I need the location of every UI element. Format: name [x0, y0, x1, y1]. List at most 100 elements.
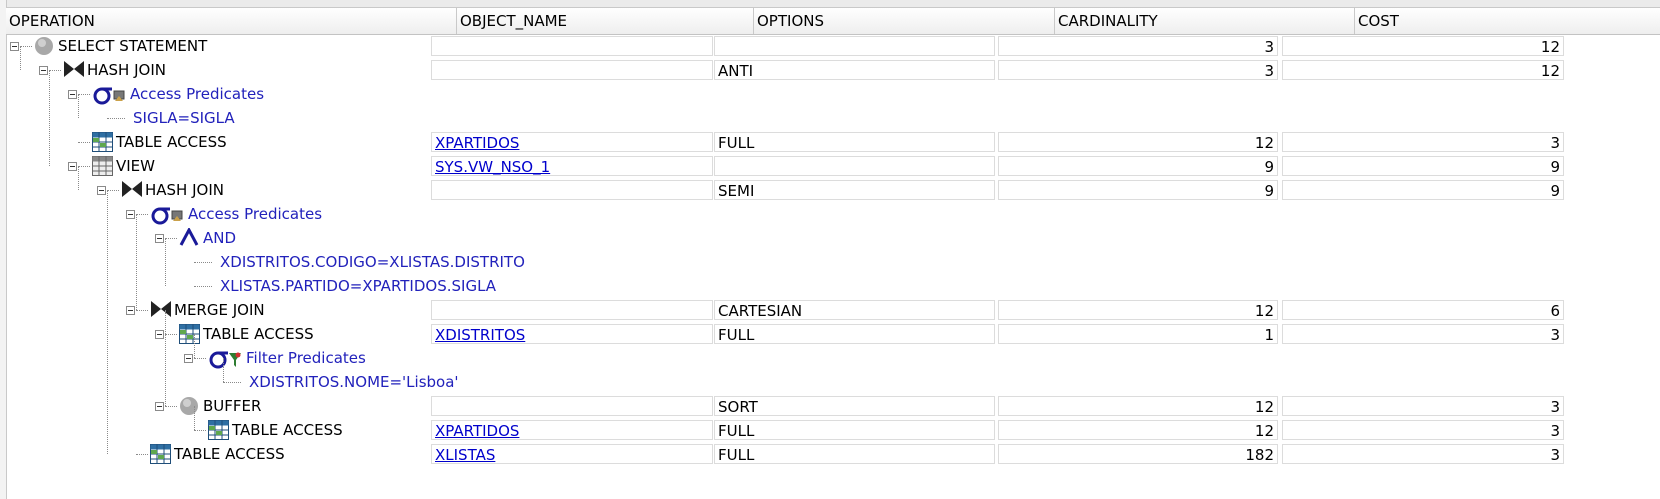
- header-object-name[interactable]: OBJECT_NAME: [457, 8, 754, 34]
- collapse-toggle-icon[interactable]: [155, 402, 164, 411]
- plan-row[interactable]: Access Predicates: [6, 202, 1660, 227]
- tree-connector: [136, 310, 148, 311]
- object-name-cell[interactable]: XLISTAS: [431, 444, 713, 464]
- collapse-toggle-icon[interactable]: [155, 330, 164, 339]
- plan-row[interactable]: TABLE ACCESS XPARTIDOS FULL 12 3: [6, 418, 1660, 443]
- plan-row[interactable]: XLISTAS.PARTIDO=XPARTIDOS.SIGLA: [6, 274, 1660, 299]
- cardinality-cell[interactable]: 1: [998, 324, 1278, 344]
- plan-row[interactable]: HASH JOIN ANTI 3 12: [6, 58, 1660, 83]
- cost-cell[interactable]: 12: [1282, 36, 1564, 56]
- operation-label: TABLE ACCESS: [116, 133, 227, 151]
- join-icon: [63, 60, 85, 82]
- cardinality-cell[interactable]: 12: [998, 396, 1278, 416]
- cardinality-cell[interactable]: 3: [998, 36, 1278, 56]
- cost-cell[interactable]: 3: [1282, 420, 1564, 440]
- cardinality-cell[interactable]: 12: [998, 300, 1278, 320]
- object-name-cell[interactable]: [431, 60, 713, 80]
- options-cell[interactable]: [714, 36, 995, 56]
- cost-cell[interactable]: 6: [1282, 300, 1564, 320]
- predicate-label: Access Predicates: [188, 205, 323, 223]
- tree-connector: [165, 238, 177, 239]
- cost-cell[interactable]: 3: [1282, 444, 1564, 464]
- plan-row[interactable]: TABLE ACCESS XLISTAS FULL 182 3: [6, 442, 1660, 467]
- object-link[interactable]: XPARTIDOS: [435, 134, 520, 152]
- collapse-toggle-icon[interactable]: [97, 186, 106, 195]
- header-cardinality[interactable]: CARDINALITY: [1055, 8, 1355, 34]
- cardinality-cell[interactable]: 9: [998, 180, 1278, 200]
- cardinality-cell[interactable]: 182: [998, 444, 1278, 464]
- object-name-cell[interactable]: XDISTRITOS: [431, 324, 713, 344]
- collapse-toggle-icon[interactable]: [126, 306, 135, 315]
- table-icon: [92, 132, 113, 156]
- cost-cell[interactable]: 3: [1282, 396, 1564, 416]
- tree-guide-line: [194, 334, 195, 358]
- table-icon: [150, 444, 171, 468]
- object-link[interactable]: SYS.VW_NSO_1: [435, 158, 551, 176]
- header-operation[interactable]: OPERATION: [6, 8, 457, 34]
- cardinality-cell[interactable]: 9: [998, 156, 1278, 176]
- options-cell[interactable]: ANTI: [714, 60, 995, 80]
- operation-circle-icon: [179, 396, 199, 420]
- options-cell[interactable]: [714, 156, 995, 176]
- tree-connector: [107, 190, 119, 191]
- object-name-cell[interactable]: SYS.VW_NSO_1: [431, 156, 713, 176]
- options-cell[interactable]: SEMI: [714, 180, 995, 200]
- left-edge: [0, 0, 7, 499]
- plan-row[interactable]: VIEW SYS.VW_NSO_1 9 9: [6, 154, 1660, 179]
- object-name-cell[interactable]: [431, 396, 713, 416]
- operation-label: MERGE JOIN: [174, 301, 265, 319]
- collapse-toggle-icon[interactable]: [68, 90, 77, 99]
- plan-row[interactable]: SELECT STATEMENT 3 12: [6, 34, 1660, 59]
- object-name-cell[interactable]: [431, 180, 713, 200]
- options-cell[interactable]: CARTESIAN: [714, 300, 995, 320]
- filter-funnel-icon: [228, 352, 242, 372]
- options-cell[interactable]: FULL: [714, 420, 995, 440]
- plan-row[interactable]: TABLE ACCESS XPARTIDOS FULL 12 3: [6, 130, 1660, 155]
- cost-cell[interactable]: 9: [1282, 156, 1564, 176]
- cardinality-cell[interactable]: 3: [998, 60, 1278, 80]
- object-name-cell[interactable]: XPARTIDOS: [431, 132, 713, 152]
- cost-cell[interactable]: 12: [1282, 60, 1564, 80]
- plan-row[interactable]: BUFFER SORT 12 3: [6, 394, 1660, 419]
- plan-row[interactable]: XDISTRITOS.CODIGO=XLISTAS.DISTRITO: [6, 250, 1660, 275]
- plan-row[interactable]: TABLE ACCESS XDISTRITOS FULL 1 3: [6, 322, 1660, 347]
- collapse-toggle-icon[interactable]: [184, 354, 193, 363]
- cost-cell[interactable]: 3: [1282, 132, 1564, 152]
- header-cost[interactable]: COST: [1358, 12, 1399, 30]
- tree-guide-line: [107, 190, 108, 454]
- options-cell[interactable]: SORT: [714, 396, 995, 416]
- collapse-toggle-icon[interactable]: [155, 234, 164, 243]
- collapse-toggle-icon[interactable]: [39, 66, 48, 75]
- cost-cell[interactable]: 3: [1282, 324, 1564, 344]
- plan-row[interactable]: HASH JOIN SEMI 9 9: [6, 178, 1660, 203]
- plan-row[interactable]: XDISTRITOS.NOME='Lisboa': [6, 370, 1660, 395]
- tree-connector: [194, 286, 212, 287]
- cardinality-cell[interactable]: 12: [998, 420, 1278, 440]
- object-link[interactable]: XDISTRITOS: [435, 326, 526, 344]
- cardinality-cell[interactable]: 12: [998, 132, 1278, 152]
- object-name-cell[interactable]: [431, 36, 713, 56]
- object-name-cell[interactable]: XPARTIDOS: [431, 420, 713, 440]
- header-options[interactable]: OPTIONS: [754, 8, 1055, 34]
- plan-row[interactable]: AND: [6, 226, 1660, 251]
- plan-row[interactable]: SIGLA=SIGLA: [6, 106, 1660, 131]
- tree-connector: [194, 430, 206, 431]
- cost-cell[interactable]: 9: [1282, 180, 1564, 200]
- tree-connector: [194, 358, 206, 359]
- plan-row[interactable]: Access Predicates: [6, 82, 1660, 107]
- plan-row[interactable]: MERGE JOIN CARTESIAN 12 6: [6, 298, 1660, 323]
- tree-guide-line: [136, 214, 137, 310]
- collapse-toggle-icon[interactable]: [126, 210, 135, 219]
- operation-circle-icon: [34, 36, 54, 60]
- collapse-toggle-icon[interactable]: [10, 42, 19, 51]
- object-link[interactable]: XLISTAS: [435, 446, 496, 464]
- options-cell[interactable]: FULL: [714, 132, 995, 152]
- tree-guide-line: [49, 70, 50, 166]
- object-name-cell[interactable]: [431, 300, 713, 320]
- options-cell[interactable]: FULL: [714, 324, 995, 344]
- collapse-toggle-icon[interactable]: [68, 162, 77, 171]
- plan-row[interactable]: Filter Predicates: [6, 346, 1660, 371]
- object-link[interactable]: XPARTIDOS: [435, 422, 520, 440]
- tree-guide-line: [78, 166, 79, 190]
- options-cell[interactable]: FULL: [714, 444, 995, 464]
